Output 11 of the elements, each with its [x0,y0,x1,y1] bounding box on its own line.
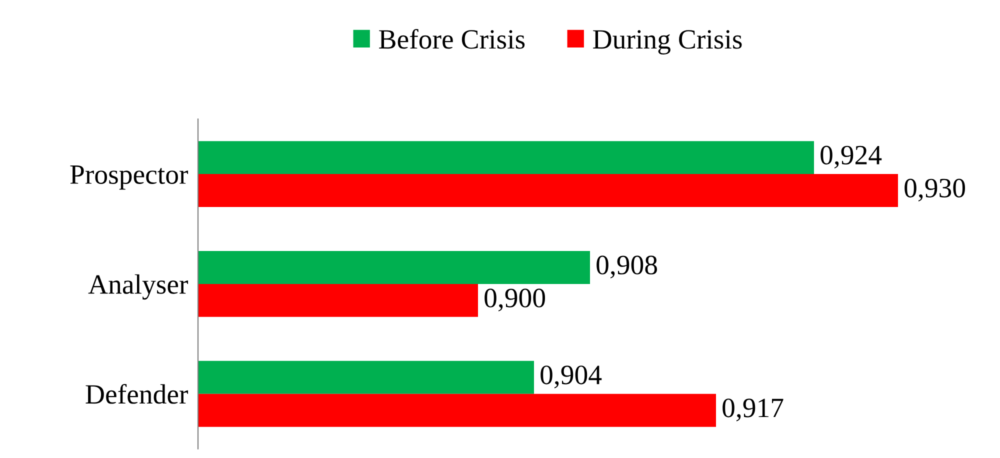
y-tick-label: Analyser [88,274,188,300]
data-label: 0,917 [722,398,784,422]
data-label: 0,930 [904,178,965,202]
legend-label: Before Crisis [379,28,525,49]
data-label: 0,900 [484,288,545,312]
y-tick-label: Prospector [70,165,188,190]
data-label: 0,904 [540,366,602,388]
data-label: 0,908 [596,256,657,278]
legend-label: During Crisis [593,30,742,55]
data-label: 0,924 [820,146,882,169]
y-tick-label: Defender [86,384,188,404]
